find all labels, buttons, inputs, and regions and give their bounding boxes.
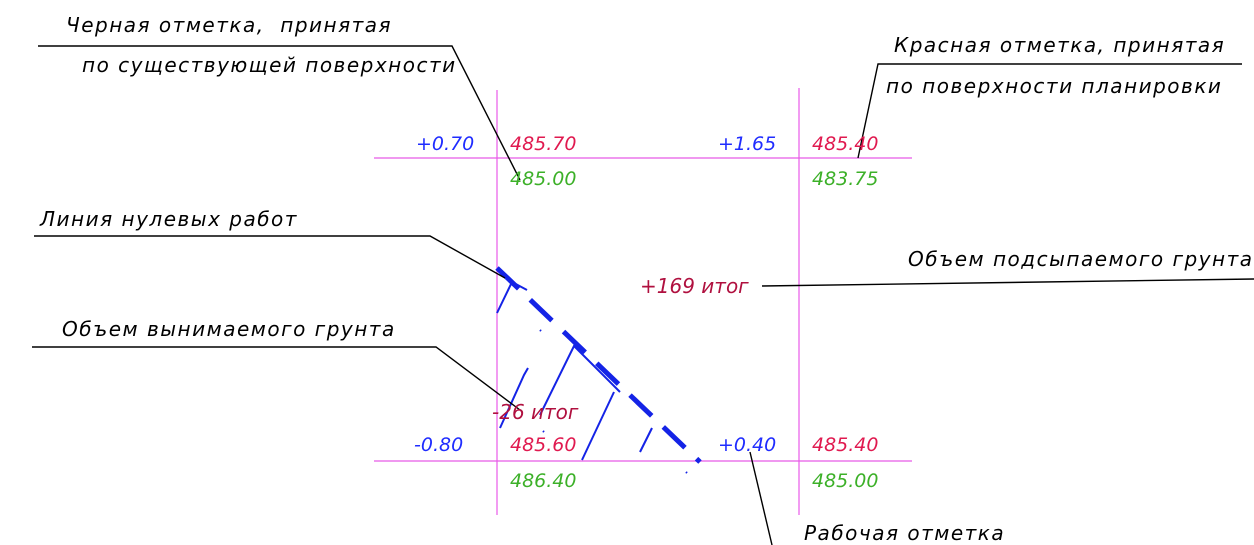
- callout-red-mark-line1: Красная отметка, принятая: [894, 33, 1225, 57]
- leader-zero-line: [34, 235, 506, 279]
- bottom-right-working-mark: +0.40: [718, 434, 776, 456]
- leaders: [32, 45, 1254, 545]
- callout-black-mark-line1: Черная отметка, принятая: [66, 13, 392, 37]
- leader-cut-volume: [32, 346, 521, 411]
- leader-red-mark: [857, 63, 1242, 159]
- callout-zero-line: Линия нулевых работ: [39, 207, 298, 231]
- callouts: Черная отметка, принятая по существующей…: [39, 13, 1253, 545]
- hatch-stroke: [639, 427, 653, 453]
- callout-fill-volume: Объем подсыпаемого грунта: [908, 247, 1253, 271]
- top-right-design-mark: 485.40: [812, 133, 878, 155]
- bottom-right-existing-mark: 485.00: [812, 470, 878, 492]
- hatch-stroke: [496, 280, 528, 314]
- top-right-existing-mark: 483.75: [812, 168, 878, 190]
- cut-volume-value: -26 итог: [492, 400, 579, 424]
- cut-hatching: [496, 280, 688, 474]
- leader-black-mark: [38, 45, 521, 181]
- top-left-working-mark: +0.70: [416, 133, 474, 155]
- callout-working-mark: Рабочая отметка: [804, 521, 1005, 545]
- hatch-dot: [685, 471, 688, 474]
- leader-fill-volume: [761, 278, 1254, 287]
- hatch-dot: [542, 430, 545, 433]
- bottom-right-design-mark: 485.40: [812, 434, 878, 456]
- zero-work-line: [495, 266, 702, 464]
- bottom-left-working-mark: -0.80: [414, 434, 463, 456]
- hatch-stroke: [581, 391, 615, 461]
- volume-labels: +169 итог -26 итог: [492, 274, 749, 424]
- hatch-stroke: [499, 367, 529, 429]
- bottom-left-existing-mark: 486.40: [510, 470, 576, 492]
- top-left-existing-mark: 485.00: [510, 168, 576, 190]
- node-values: +0.70 485.70 485.00 +1.65 485.40 483.75 …: [414, 133, 878, 492]
- bottom-left-design-mark: 485.60: [510, 434, 576, 456]
- top-right-working-mark: +1.65: [718, 133, 776, 155]
- callout-cut-volume: Объем вынимаемого грунта: [62, 317, 396, 341]
- leader-working-mark: [749, 451, 773, 545]
- hatch-dot: [539, 329, 542, 332]
- hatch-stroke: [539, 344, 621, 416]
- top-left-design-mark: 485.70: [510, 133, 576, 155]
- grid: [374, 88, 912, 515]
- callout-red-mark-line2: по поверхности планировки: [886, 74, 1222, 98]
- fill-volume-value: +169 итог: [640, 274, 749, 298]
- callout-black-mark-line2: по существующей поверхности: [82, 53, 457, 77]
